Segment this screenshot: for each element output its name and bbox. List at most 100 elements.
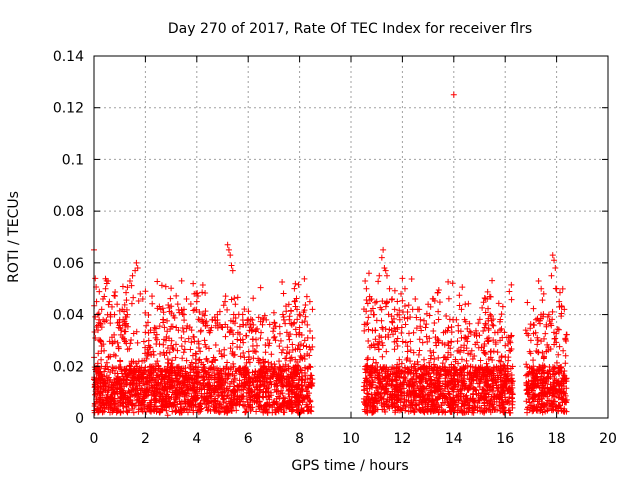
data-point-dense xyxy=(443,312,450,319)
data-point xyxy=(193,298,200,305)
data-point-dense xyxy=(292,303,299,310)
data-point-dense xyxy=(276,330,283,337)
data-point xyxy=(412,296,419,303)
data-point-dense xyxy=(157,350,164,357)
data-point-dense xyxy=(445,295,452,302)
data-point-dense xyxy=(133,328,140,335)
y-tick-label: 0 xyxy=(75,411,84,427)
data-point-dense xyxy=(288,354,295,361)
x-tick-label: 4 xyxy=(192,431,201,447)
data-point-dense xyxy=(212,342,219,349)
data-point-dense xyxy=(180,349,187,356)
data-point xyxy=(160,316,167,323)
data-point-dense xyxy=(92,335,99,342)
data-point-dense xyxy=(247,320,254,327)
data-point-dense xyxy=(234,336,241,343)
data-point-dense xyxy=(292,280,299,287)
data-point-dense xyxy=(230,360,237,367)
data-point-dense xyxy=(182,338,189,345)
data-point-dense xyxy=(157,380,164,387)
data-point-dense xyxy=(222,333,229,340)
data-point-dense xyxy=(277,337,284,344)
data-point-dense xyxy=(287,307,294,314)
data-point-dense xyxy=(527,321,534,328)
data-point-dense xyxy=(459,284,466,291)
data-point-dense xyxy=(542,330,549,337)
data-point-dense xyxy=(402,321,409,328)
data-point-dense xyxy=(307,328,314,335)
data-point-dense xyxy=(282,320,289,327)
data-point-dense xyxy=(405,330,412,337)
data-point-dense xyxy=(404,348,411,355)
data-point-dense xyxy=(292,298,299,305)
data-point-dense xyxy=(415,351,422,358)
data-point-dense xyxy=(253,408,260,415)
data-point-dense xyxy=(190,334,197,341)
data-point-dense xyxy=(118,327,125,334)
data-point-dense xyxy=(298,373,305,380)
data-point-dense xyxy=(286,336,293,343)
data-point xyxy=(414,306,421,313)
data-point-dense xyxy=(431,320,438,327)
data-point-dense xyxy=(220,302,227,309)
data-point-dense xyxy=(165,301,172,308)
data-point-dense xyxy=(127,340,134,347)
data-point-dense xyxy=(306,399,313,406)
data-point-dense xyxy=(462,301,469,308)
data-point-dense xyxy=(221,352,228,359)
data-point-dense xyxy=(363,296,370,303)
data-point-dense xyxy=(261,312,268,319)
data-point-dense xyxy=(199,282,206,289)
data-point-dense xyxy=(562,360,569,367)
data-point-dense xyxy=(524,299,531,306)
data-point-dense xyxy=(228,296,235,303)
data-point-dense xyxy=(222,293,229,300)
data-point xyxy=(178,334,185,341)
data-point-dense xyxy=(169,323,176,330)
data-point-dense xyxy=(458,356,465,363)
data-point-dense xyxy=(465,300,472,307)
data-point-dense xyxy=(119,283,126,290)
data-point-dense xyxy=(376,379,383,386)
data-point-dense xyxy=(221,346,228,353)
data-point-dense xyxy=(445,278,452,285)
data-point-dense xyxy=(430,328,437,335)
data-point xyxy=(376,272,383,279)
data-point-dense xyxy=(130,409,137,416)
data-point-dense xyxy=(178,343,185,350)
data-point-dense xyxy=(391,287,398,294)
data-point-dense xyxy=(167,295,174,302)
data-point-dense xyxy=(142,329,149,336)
x-tick-label: 12 xyxy=(393,431,411,447)
y-tick-label: 0.08 xyxy=(53,204,84,220)
data-point xyxy=(133,259,140,266)
data-point xyxy=(309,306,316,313)
y-tick-label: 0.06 xyxy=(53,256,84,272)
data-point-dense xyxy=(206,345,213,352)
data-point-dense xyxy=(423,333,430,340)
data-point-dense xyxy=(216,308,223,315)
data-point xyxy=(389,296,396,303)
data-point-dense xyxy=(187,301,194,308)
x-tick-label: 16 xyxy=(496,431,514,447)
data-point-dense xyxy=(174,301,181,308)
data-point-dense xyxy=(220,366,227,373)
data-point-dense xyxy=(279,279,286,286)
data-point-dense xyxy=(142,309,149,316)
data-point-dense xyxy=(187,346,194,353)
data-point-dense xyxy=(476,316,483,323)
data-point-dense xyxy=(169,357,176,364)
data-point-dense xyxy=(112,289,119,296)
data-point xyxy=(365,270,372,277)
data-point xyxy=(548,272,555,279)
data-point-dense xyxy=(168,303,175,310)
data-point-dense xyxy=(271,320,278,327)
data-point xyxy=(126,277,133,284)
data-point-dense xyxy=(383,348,390,355)
data-point xyxy=(224,241,231,248)
data-point-dense xyxy=(365,314,372,321)
data-point xyxy=(538,285,545,292)
y-axis-label: ROTI / TECUs xyxy=(6,191,22,283)
data-point-dense xyxy=(434,289,441,296)
data-point-dense xyxy=(416,336,423,343)
